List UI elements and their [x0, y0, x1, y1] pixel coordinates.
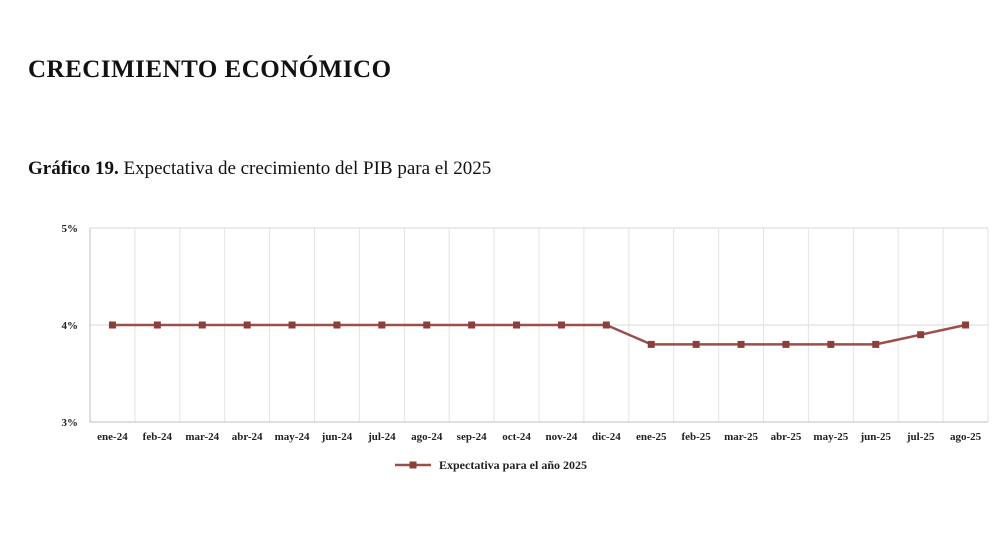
x-tick-label: feb-25 [681, 431, 711, 443]
data-point [468, 321, 476, 329]
x-tick-label: sep-24 [457, 431, 487, 443]
x-tick-label: ene-25 [636, 431, 667, 443]
x-tick-label: may-24 [275, 431, 310, 443]
data-point [917, 331, 925, 339]
data-point [962, 321, 970, 329]
legend-marker [409, 461, 417, 469]
data-point [737, 340, 745, 348]
data-point [333, 321, 341, 329]
chart-legend: Expectativa para el año 2025 [395, 458, 587, 472]
data-point [692, 340, 700, 348]
data-point [782, 340, 790, 348]
x-tick-label: jun-24 [321, 431, 353, 443]
data-point [557, 321, 565, 329]
x-tick-label: abr-24 [232, 431, 263, 443]
chart-axes: 3% 4% 5% ene-24 feb-24 mar-24 abr-24 may-24 jun-… [62, 223, 988, 443]
series-line [112, 323, 966, 346]
figure-caption: Gráfico 19. Expectativa de crecimiento d… [28, 158, 491, 180]
data-point [378, 321, 386, 329]
data-point [602, 321, 610, 329]
chart-series [108, 321, 970, 348]
x-tick-label: dic-24 [592, 431, 621, 443]
data-point [288, 321, 296, 329]
x-tick-label: jul-24 [367, 431, 396, 443]
x-tick-label: abr-25 [771, 431, 802, 443]
data-point [243, 321, 251, 329]
x-tick-label: ago-24 [411, 431, 443, 443]
x-tick-label: mar-24 [185, 431, 219, 443]
data-point [153, 321, 161, 329]
x-tick-label: oct-24 [502, 431, 531, 443]
data-point [423, 321, 431, 329]
data-point [198, 321, 206, 329]
x-tick-label: feb-24 [143, 431, 173, 443]
y-tick-label: 3% [62, 417, 79, 429]
data-point [827, 340, 835, 348]
x-tick-label: jul-25 [906, 431, 935, 443]
y-tick-label: 5% [62, 223, 79, 235]
legend-label: Expectativa para el año 2025 [439, 458, 587, 472]
x-tick-label: jun-25 [859, 431, 891, 443]
figure-caption-text: Expectativa de crecimiento del PIB para … [123, 158, 492, 179]
x-tick-label: nov-24 [546, 431, 578, 443]
figure-caption-label: Gráfico 19. [28, 158, 119, 179]
data-point [872, 340, 880, 348]
data-point [647, 340, 655, 348]
line-chart: 3% 4% 5% ene-24 feb-24 mar-24 abr-24 may-24 jun-… [62, 223, 989, 472]
x-tick-label: may-25 [813, 431, 848, 443]
section-title: CRECIMIENTO ECONÓMICO [28, 56, 392, 83]
data-point [108, 321, 116, 329]
x-tick-label: ene-24 [97, 431, 128, 443]
y-tick-label: 4% [62, 320, 79, 332]
x-tick-label: mar-25 [724, 431, 758, 443]
data-point [513, 321, 521, 329]
x-tick-label: ago-25 [950, 431, 982, 443]
